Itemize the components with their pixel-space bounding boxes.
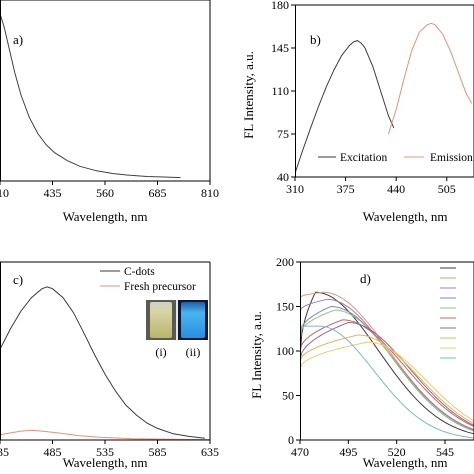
x-tick-label: 375 xyxy=(337,182,355,196)
panel-c-legend: C-dots Fresh precursor xyxy=(100,266,196,293)
x-tick-label: 585 xyxy=(149,445,167,459)
series-line-5 xyxy=(300,309,474,432)
x-tick-label: 505 xyxy=(438,182,456,196)
series-line-1 xyxy=(0,13,181,179)
y-tick-label: 75 xyxy=(277,127,289,141)
series-line-fresh-precursor xyxy=(0,429,210,440)
y-tick-label: 40 xyxy=(277,170,289,184)
panel-d-label: d) xyxy=(360,271,371,286)
y-tick-label: 180 xyxy=(271,0,289,12)
panel-c-xlabel: Wavelength, nm xyxy=(63,455,148,470)
series-line-1 xyxy=(300,291,474,435)
legend-label-emission: Emission xyxy=(430,152,473,164)
panel-a-xlabel: Wavelength, nm xyxy=(63,209,148,224)
panel-b-series xyxy=(295,22,473,174)
y-tick-label: 100 xyxy=(276,344,294,358)
x-tick-label: 635 xyxy=(201,445,219,459)
panel-b-axes: 310 375 440 505 40 75 110 145 180 xyxy=(271,0,474,196)
x-tick-label: 810 xyxy=(201,186,219,200)
y-tick-label: 110 xyxy=(271,84,289,98)
panel-b-legend: Excitation Emission xyxy=(318,152,473,164)
series-line-c-dots xyxy=(0,286,205,439)
series-line-excitation xyxy=(295,40,395,174)
series-line-3 xyxy=(300,298,474,432)
panel-b: 310 375 440 505 40 75 110 145 180 b) Wavelength,… xyxy=(241,0,474,224)
legend-label-precursor: Fresh precursor xyxy=(124,281,196,293)
x-tick-label: 495 xyxy=(339,445,357,459)
legend-label-cdots: C-dots xyxy=(124,266,155,278)
panel-c-label: c) xyxy=(13,272,23,287)
vial-i-label: (i) xyxy=(155,345,166,359)
vial-i xyxy=(150,302,172,338)
x-tick-label: 520 xyxy=(388,445,406,459)
series-line-6 xyxy=(300,319,474,427)
series-line-7 xyxy=(300,321,474,426)
panel-d-series xyxy=(300,291,474,439)
y-tick-label: 150 xyxy=(276,300,294,314)
x-tick-label: 310 xyxy=(0,186,9,200)
panel-d-axes: 470 495 520 545 0 50 100 150 200 xyxy=(276,255,474,459)
y-tick-label: 145 xyxy=(271,41,289,55)
panel-c: 435 485 535 585 635 c) Wavelength, nm C-dots… xyxy=(0,261,219,470)
panel-a-axes: 310 435 560 685 810 xyxy=(0,0,219,200)
panel-a-series xyxy=(0,13,181,179)
x-tick-label: 545 xyxy=(436,445,454,459)
series-line-10 xyxy=(300,325,474,439)
y-tick-label: 200 xyxy=(276,255,294,269)
panel-c-axes: 435 485 535 585 635 xyxy=(0,261,219,459)
panel-c-series xyxy=(0,286,210,440)
vial-ii xyxy=(181,302,205,338)
vial-ii-label: (ii) xyxy=(186,345,201,359)
x-tick-label: 560 xyxy=(96,186,114,200)
panel-d-ylabel: FL Intensity, a.u. xyxy=(249,311,264,399)
panel-b-xlabel: Wavelength, nm xyxy=(363,209,448,224)
panel-d: 470 495 520 545 0 50 100 150 200 d) Wavelength, … xyxy=(249,255,474,470)
panel-a-label: a) xyxy=(13,32,23,47)
y-tick-label: 50 xyxy=(282,389,294,403)
panel-d-xlabel: Wavelength, nm xyxy=(363,455,448,470)
series-line-8 xyxy=(300,334,474,425)
series-line-emission xyxy=(387,22,473,135)
x-tick-label: 535 xyxy=(96,445,114,459)
panel-a: 310 435 560 685 810 a) Wavelength, nm xyxy=(0,0,219,224)
x-tick-label: 435 xyxy=(0,445,9,459)
x-tick-label: 685 xyxy=(149,186,167,200)
panel-d-legend xyxy=(440,267,456,359)
vial-inset-photo: (i) (ii) xyxy=(146,300,208,359)
x-tick-label: 435 xyxy=(44,186,62,200)
series-line-9 xyxy=(300,341,474,422)
legend-label-excitation: Excitation xyxy=(340,152,388,164)
x-tick-label: 485 xyxy=(44,445,62,459)
x-tick-label: 310 xyxy=(286,182,304,196)
y-tick-label: 0 xyxy=(288,433,294,447)
panel-b-ylabel: FL Intensity, a.u. xyxy=(241,51,256,139)
x-tick-label: 470 xyxy=(291,445,309,459)
panel-b-label: b) xyxy=(310,32,321,47)
series-line-4 xyxy=(300,305,474,431)
x-tick-label: 440 xyxy=(387,182,405,196)
